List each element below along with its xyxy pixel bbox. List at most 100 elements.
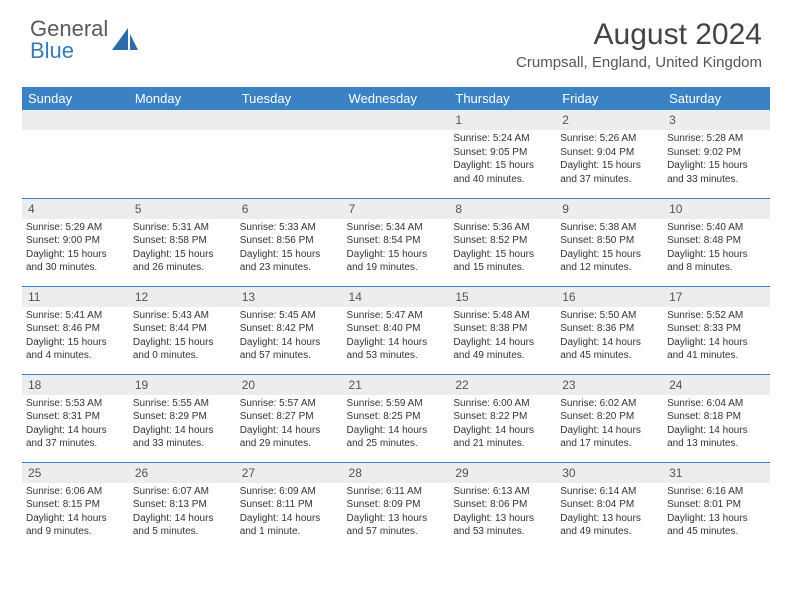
day-number: 16 <box>556 287 663 307</box>
daylight-text: Daylight: 15 hours and 30 minutes. <box>26 248 125 275</box>
day-details: Sunrise: 6:13 AMSunset: 8:06 PMDaylight:… <box>453 485 552 539</box>
day-details: Sunrise: 5:29 AMSunset: 9:00 PMDaylight:… <box>26 221 125 275</box>
sunrise-text: Sunrise: 5:31 AM <box>133 221 232 235</box>
day-details: Sunrise: 5:31 AMSunset: 8:58 PMDaylight:… <box>133 221 232 275</box>
day-cell: 16Sunrise: 5:50 AMSunset: 8:36 PMDayligh… <box>556 286 663 374</box>
brand-line1: General <box>30 18 108 40</box>
day-details: Sunrise: 5:55 AMSunset: 8:29 PMDaylight:… <box>133 397 232 451</box>
sunset-text: Sunset: 8:54 PM <box>347 234 446 248</box>
day-details: Sunrise: 6:04 AMSunset: 8:18 PMDaylight:… <box>667 397 766 451</box>
day-cell <box>343 110 450 198</box>
sunrise-text: Sunrise: 5:57 AM <box>240 397 339 411</box>
day-cell: 9Sunrise: 5:38 AMSunset: 8:50 PMDaylight… <box>556 198 663 286</box>
sunrise-text: Sunrise: 6:02 AM <box>560 397 659 411</box>
sunset-text: Sunset: 8:18 PM <box>667 410 766 424</box>
day-cell: 4Sunrise: 5:29 AMSunset: 9:00 PMDaylight… <box>22 198 129 286</box>
brand-text: General Blue <box>30 18 108 62</box>
day-details: Sunrise: 5:52 AMSunset: 8:33 PMDaylight:… <box>667 309 766 363</box>
sunset-text: Sunset: 8:44 PM <box>133 322 232 336</box>
day-cell: 26Sunrise: 6:07 AMSunset: 8:13 PMDayligh… <box>129 462 236 550</box>
day-number: 2 <box>556 110 663 130</box>
day-details: Sunrise: 6:14 AMSunset: 8:04 PMDaylight:… <box>560 485 659 539</box>
day-number: 9 <box>556 199 663 219</box>
day-cell: 29Sunrise: 6:13 AMSunset: 8:06 PMDayligh… <box>449 462 556 550</box>
day-details: Sunrise: 5:59 AMSunset: 8:25 PMDaylight:… <box>347 397 446 451</box>
day-number: 20 <box>236 375 343 395</box>
daylight-text: Daylight: 13 hours and 53 minutes. <box>453 512 552 539</box>
sunrise-text: Sunrise: 6:13 AM <box>453 485 552 499</box>
week-row: 25Sunrise: 6:06 AMSunset: 8:15 PMDayligh… <box>22 462 770 550</box>
daylight-text: Daylight: 14 hours and 21 minutes. <box>453 424 552 451</box>
sunset-text: Sunset: 8:25 PM <box>347 410 446 424</box>
day-details: Sunrise: 5:53 AMSunset: 8:31 PMDaylight:… <box>26 397 125 451</box>
day-details: Sunrise: 5:45 AMSunset: 8:42 PMDaylight:… <box>240 309 339 363</box>
day-details: Sunrise: 6:02 AMSunset: 8:20 PMDaylight:… <box>560 397 659 451</box>
day-number: 1 <box>449 110 556 130</box>
brand-logo: General Blue <box>30 18 138 62</box>
day-cell: 6Sunrise: 5:33 AMSunset: 8:56 PMDaylight… <box>236 198 343 286</box>
day-number: 11 <box>22 287 129 307</box>
sunset-text: Sunset: 8:38 PM <box>453 322 552 336</box>
day-header: Sunday <box>22 87 129 110</box>
daylight-text: Daylight: 14 hours and 33 minutes. <box>133 424 232 451</box>
daylight-text: Daylight: 14 hours and 57 minutes. <box>240 336 339 363</box>
day-header: Wednesday <box>343 87 450 110</box>
daylight-text: Daylight: 13 hours and 57 minutes. <box>347 512 446 539</box>
day-number: 8 <box>449 199 556 219</box>
day-details: Sunrise: 5:48 AMSunset: 8:38 PMDaylight:… <box>453 309 552 363</box>
day-cell: 22Sunrise: 6:00 AMSunset: 8:22 PMDayligh… <box>449 374 556 462</box>
sunrise-text: Sunrise: 5:36 AM <box>453 221 552 235</box>
daylight-text: Daylight: 15 hours and 26 minutes. <box>133 248 232 275</box>
day-details: Sunrise: 6:06 AMSunset: 8:15 PMDaylight:… <box>26 485 125 539</box>
sunset-text: Sunset: 8:13 PM <box>133 498 232 512</box>
sunrise-text: Sunrise: 5:45 AM <box>240 309 339 323</box>
day-cell: 27Sunrise: 6:09 AMSunset: 8:11 PMDayligh… <box>236 462 343 550</box>
sunset-text: Sunset: 8:56 PM <box>240 234 339 248</box>
week-row: 1Sunrise: 5:24 AMSunset: 9:05 PMDaylight… <box>22 110 770 198</box>
day-number: 30 <box>556 463 663 483</box>
day-number: 7 <box>343 199 450 219</box>
daylight-text: Daylight: 15 hours and 12 minutes. <box>560 248 659 275</box>
day-cell: 30Sunrise: 6:14 AMSunset: 8:04 PMDayligh… <box>556 462 663 550</box>
sunrise-text: Sunrise: 5:24 AM <box>453 132 552 146</box>
day-cell: 18Sunrise: 5:53 AMSunset: 8:31 PMDayligh… <box>22 374 129 462</box>
sunrise-text: Sunrise: 5:55 AM <box>133 397 232 411</box>
sunset-text: Sunset: 8:20 PM <box>560 410 659 424</box>
day-cell: 3Sunrise: 5:28 AMSunset: 9:02 PMDaylight… <box>663 110 770 198</box>
daylight-text: Daylight: 14 hours and 53 minutes. <box>347 336 446 363</box>
day-details: Sunrise: 6:16 AMSunset: 8:01 PMDaylight:… <box>667 485 766 539</box>
day-cell: 24Sunrise: 6:04 AMSunset: 8:18 PMDayligh… <box>663 374 770 462</box>
sail-icon <box>112 28 138 55</box>
sunset-text: Sunset: 8:46 PM <box>26 322 125 336</box>
day-details: Sunrise: 5:43 AMSunset: 8:44 PMDaylight:… <box>133 309 232 363</box>
daylight-text: Daylight: 14 hours and 5 minutes. <box>133 512 232 539</box>
day-header-row: Sunday Monday Tuesday Wednesday Thursday… <box>22 87 770 110</box>
sunset-text: Sunset: 8:15 PM <box>26 498 125 512</box>
day-header: Saturday <box>663 87 770 110</box>
day-cell: 5Sunrise: 5:31 AMSunset: 8:58 PMDaylight… <box>129 198 236 286</box>
daylight-text: Daylight: 13 hours and 49 minutes. <box>560 512 659 539</box>
sunrise-text: Sunrise: 5:34 AM <box>347 221 446 235</box>
daylight-text: Daylight: 13 hours and 45 minutes. <box>667 512 766 539</box>
day-number: 29 <box>449 463 556 483</box>
day-number <box>343 110 450 130</box>
day-number: 27 <box>236 463 343 483</box>
sunset-text: Sunset: 8:33 PM <box>667 322 766 336</box>
day-cell: 17Sunrise: 5:52 AMSunset: 8:33 PMDayligh… <box>663 286 770 374</box>
day-number: 17 <box>663 287 770 307</box>
day-details: Sunrise: 5:50 AMSunset: 8:36 PMDaylight:… <box>560 309 659 363</box>
sunrise-text: Sunrise: 5:29 AM <box>26 221 125 235</box>
day-details: Sunrise: 5:33 AMSunset: 8:56 PMDaylight:… <box>240 221 339 275</box>
day-cell: 8Sunrise: 5:36 AMSunset: 8:52 PMDaylight… <box>449 198 556 286</box>
day-cell: 7Sunrise: 5:34 AMSunset: 8:54 PMDaylight… <box>343 198 450 286</box>
daylight-text: Daylight: 15 hours and 0 minutes. <box>133 336 232 363</box>
sunrise-text: Sunrise: 5:26 AM <box>560 132 659 146</box>
sunset-text: Sunset: 8:36 PM <box>560 322 659 336</box>
daylight-text: Daylight: 14 hours and 29 minutes. <box>240 424 339 451</box>
day-number: 31 <box>663 463 770 483</box>
day-number: 23 <box>556 375 663 395</box>
daylight-text: Daylight: 15 hours and 40 minutes. <box>453 159 552 186</box>
day-number: 4 <box>22 199 129 219</box>
sunrise-text: Sunrise: 5:28 AM <box>667 132 766 146</box>
sunrise-text: Sunrise: 6:06 AM <box>26 485 125 499</box>
